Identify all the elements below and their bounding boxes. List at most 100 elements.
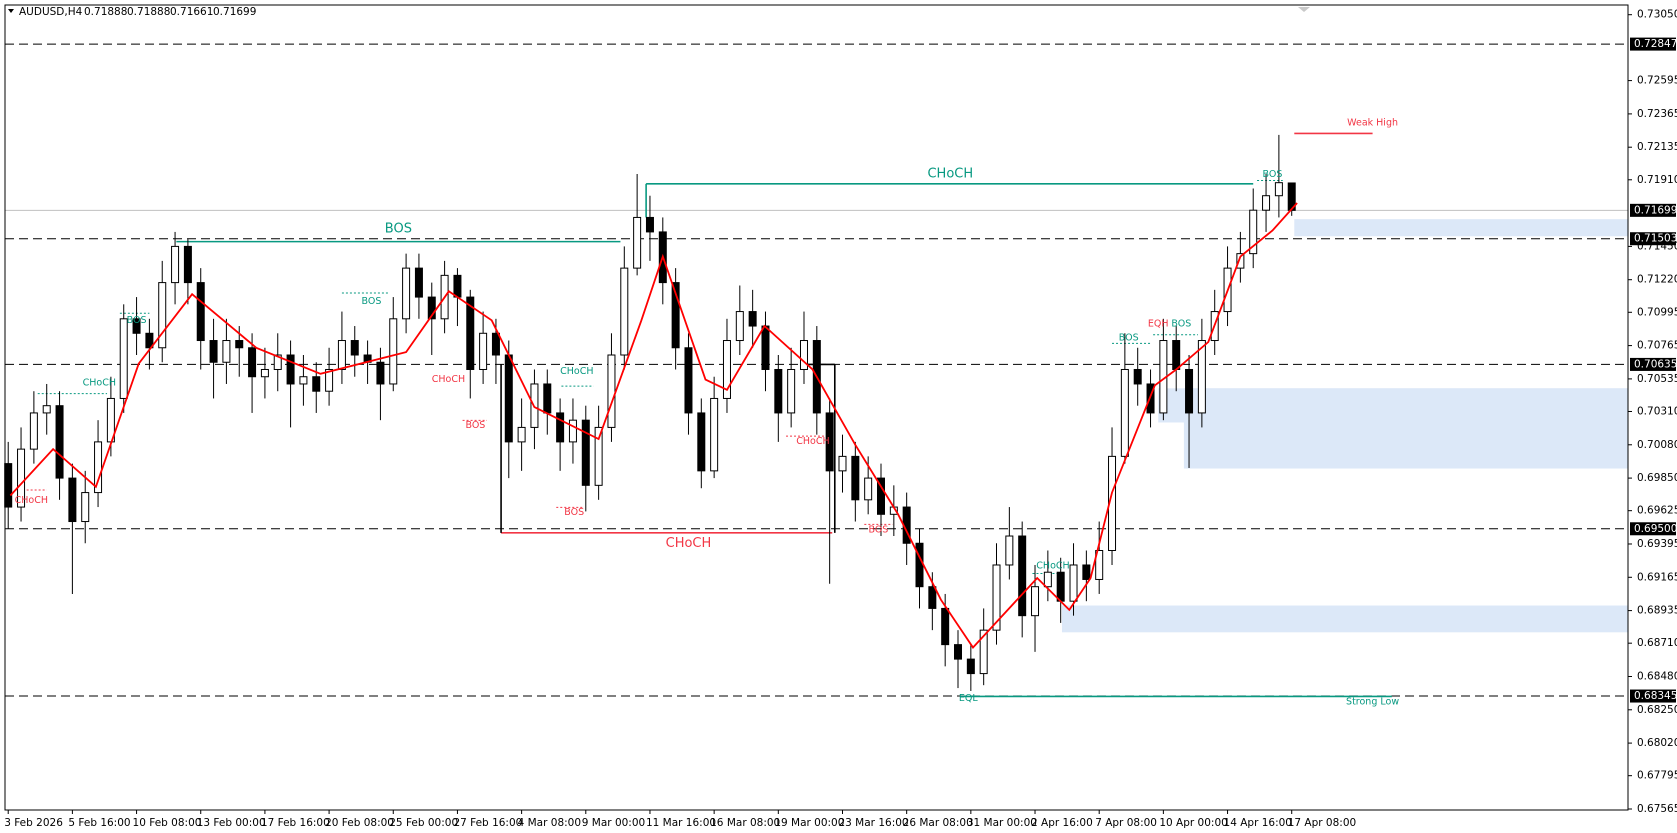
candle-body <box>825 412 834 472</box>
level-label-bg <box>1630 37 1676 51</box>
y-tick-label: 0.67795 <box>1637 770 1677 782</box>
candle-body <box>42 405 51 414</box>
candle-body <box>171 245 180 284</box>
candle-body <box>209 340 218 363</box>
candle-body <box>145 332 154 349</box>
candle-body <box>222 340 231 363</box>
y-tick-label: 0.70310 <box>1637 405 1677 417</box>
menu-arrow[interactable] <box>8 9 14 13</box>
price-label: 0.71699 <box>1634 204 1677 216</box>
candle-body <box>248 347 257 378</box>
candle-body <box>427 296 436 320</box>
x-tick-label: 7 Apr 08:00 <box>1095 817 1157 829</box>
structure-label: CHoCH <box>927 167 973 182</box>
y-tick-label: 0.67565 <box>1637 803 1677 815</box>
candle-body <box>504 354 513 443</box>
y-tick-label: 0.68020 <box>1637 737 1677 749</box>
x-tick-label: 13 Feb 00:00 <box>197 817 266 829</box>
moving-average <box>9 202 1298 649</box>
structure-label: BOS <box>1263 169 1283 180</box>
structure-label: BOS <box>1119 333 1139 344</box>
candle-body <box>325 368 334 392</box>
structure-label: EQL <box>959 693 978 704</box>
x-tick-label: 31 Mar 00:00 <box>967 817 1037 829</box>
candle-body <box>735 311 744 342</box>
x-tick-label: 17 Apr 08:00 <box>1288 817 1356 829</box>
y-tick-label: 0.68250 <box>1637 704 1677 716</box>
x-tick-label: 5 Feb 16:00 <box>68 817 130 829</box>
structure-label: BOS <box>1171 319 1191 330</box>
candle-body <box>1056 571 1065 602</box>
y-tick-label: 0.72135 <box>1637 141 1677 153</box>
candle-body <box>1005 535 1014 566</box>
structure-label: CHoCH <box>1036 560 1069 571</box>
candle-body <box>466 296 475 370</box>
candle-body <box>273 354 282 370</box>
candle-body <box>697 412 706 472</box>
candle-body <box>761 325 770 370</box>
candle-body <box>684 347 693 414</box>
candle-body <box>183 245 192 284</box>
candle-body <box>581 419 590 486</box>
candle-body <box>1069 564 1078 602</box>
candle-body <box>1018 535 1027 617</box>
y-tick-label: 0.70765 <box>1637 340 1677 352</box>
candle-body <box>17 448 26 508</box>
x-tick-label: 17 Feb 16:00 <box>261 817 330 829</box>
candle-body <box>954 644 963 660</box>
candle-body <box>992 564 1001 631</box>
candle-body <box>722 340 731 399</box>
y-tick-label: 0.73050 <box>1637 9 1677 21</box>
structure-label: CHoCH <box>432 374 465 385</box>
level-label: 0.72847 <box>1634 38 1677 50</box>
candle-body <box>556 412 565 443</box>
candle-body <box>1133 368 1142 385</box>
x-tick-label: 20 Feb 08:00 <box>325 817 394 829</box>
candle-body <box>389 318 398 385</box>
candle-body <box>543 383 552 414</box>
candle-body <box>491 332 500 356</box>
x-tick-label: 10 Feb 08:00 <box>133 817 202 829</box>
candle-body <box>748 311 757 327</box>
candle-body <box>1043 571 1052 588</box>
candle-body <box>517 426 526 443</box>
candle-body <box>376 361 385 385</box>
structure-label: BOS <box>385 222 412 237</box>
candle-body <box>1262 195 1271 211</box>
x-tick-label: 25 Feb 00:00 <box>389 817 458 829</box>
candle-body <box>235 340 244 349</box>
zone <box>1183 388 1628 469</box>
candle-body <box>876 477 885 515</box>
candle-body <box>1120 368 1129 457</box>
candle-body <box>966 658 975 675</box>
candle-body <box>1185 368 1194 414</box>
y-tick-label: 0.72365 <box>1637 108 1677 120</box>
candle-body <box>132 318 141 334</box>
candle-body <box>1031 586 1040 617</box>
zone <box>1294 219 1628 237</box>
candle-body <box>607 354 616 428</box>
structure-label: CHoCH <box>666 536 712 551</box>
candle-body <box>260 368 269 378</box>
candle-body <box>1274 182 1283 197</box>
x-tick-label: 23 Mar 16:00 <box>838 817 908 829</box>
structure-label: BOS <box>362 296 382 307</box>
x-tick-label: 26 Mar 08:00 <box>903 817 973 829</box>
candle-body <box>928 586 937 609</box>
shift-marker <box>1298 7 1310 12</box>
candle-body <box>799 340 808 370</box>
candle-body <box>414 267 423 298</box>
candle-body <box>671 282 680 349</box>
candle-body <box>620 267 629 356</box>
structure-label: CHoCH <box>560 366 593 377</box>
ohlc-high: 0.71888 <box>127 6 170 18</box>
candle-body <box>119 318 128 399</box>
candle-body <box>941 607 950 646</box>
x-tick-label: 4 Mar 08:00 <box>518 817 581 829</box>
structure-label: BOS <box>127 315 147 326</box>
level-label: 0.68345 <box>1634 690 1677 702</box>
candle-body <box>594 426 603 486</box>
x-tick-label: 14 Apr 16:00 <box>1224 817 1292 829</box>
